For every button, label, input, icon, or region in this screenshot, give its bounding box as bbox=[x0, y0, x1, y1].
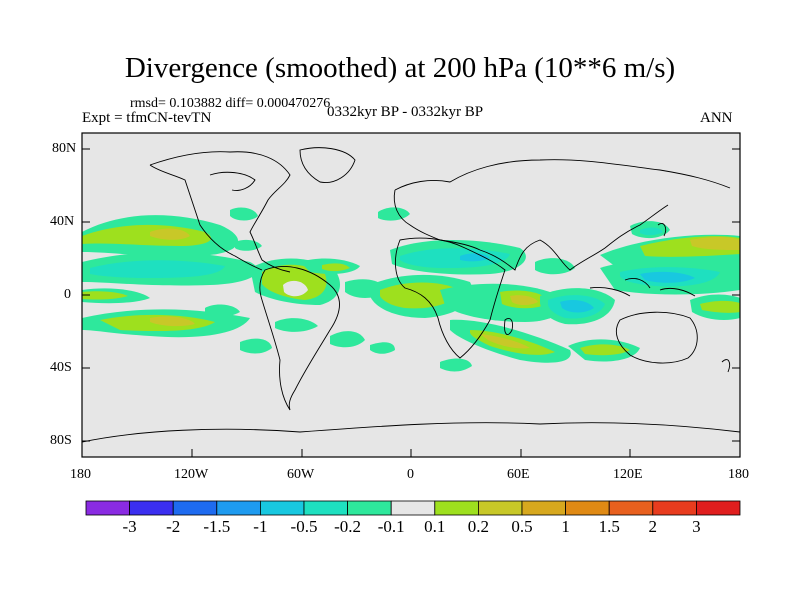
coastlines bbox=[82, 147, 740, 443]
colorbar-swatch bbox=[303, 500, 348, 516]
colorbar-swatch bbox=[390, 500, 436, 516]
colorbar-swatch bbox=[85, 500, 130, 516]
colorbar-label: -1.5 bbox=[203, 517, 231, 536]
lon-label-120w: 120W bbox=[174, 467, 209, 482]
colorbar-swatch bbox=[259, 500, 305, 516]
colorbar-swatch bbox=[608, 500, 654, 516]
colorbar-label: 3 bbox=[692, 517, 701, 536]
lon-label-180e: 180 bbox=[728, 467, 749, 482]
colorbar-swatch bbox=[477, 500, 523, 516]
lat-label-40n: 40N bbox=[50, 214, 75, 229]
colorbar-label: -1 bbox=[253, 517, 268, 536]
colorbar-label: 0.5 bbox=[511, 517, 533, 536]
colorbar-label: 1 bbox=[561, 517, 570, 536]
colorbar-swatch bbox=[434, 500, 479, 516]
colorbar-label: 0.2 bbox=[467, 517, 490, 536]
lon-label-120e: 120E bbox=[613, 467, 643, 482]
colorbar-label: -0.5 bbox=[290, 517, 318, 536]
lon-label-180w: 180 bbox=[70, 467, 91, 482]
lon-label-0: 0 bbox=[407, 467, 414, 482]
stats-text: rmsd= 0.103882 diff= 0.000470276 bbox=[130, 96, 331, 111]
colorbar-swatch bbox=[172, 500, 218, 516]
colorbar-label: 1.5 bbox=[598, 517, 620, 536]
colorbar-label: -0.1 bbox=[377, 517, 405, 536]
experiment-label: Expt = tfmCN-tevTN bbox=[82, 110, 212, 126]
axis-ticks bbox=[81, 148, 741, 457]
lon-label-60w: 60W bbox=[287, 467, 315, 482]
colorbar-label: 0.1 bbox=[424, 517, 446, 536]
lat-label-40s: 40S bbox=[50, 360, 72, 375]
colorbar-swatch bbox=[696, 500, 741, 516]
season-label: ANN bbox=[700, 110, 733, 126]
period-label: 0332kyr BP - 0332kyr BP bbox=[326, 104, 484, 120]
lat-label-0: 0 bbox=[64, 287, 71, 302]
colorbar-swatch bbox=[565, 500, 610, 516]
colorbar-label: -0.2 bbox=[334, 517, 362, 536]
lat-label-80n: 80N bbox=[52, 141, 77, 156]
colorbar-swatch bbox=[521, 500, 566, 516]
colorbar-swatch bbox=[216, 500, 261, 516]
lon-label-60e: 60E bbox=[507, 467, 530, 482]
colorbar-label: 2 bbox=[648, 517, 658, 536]
colorbar-swatch bbox=[652, 500, 697, 516]
colorbar-label: -3 bbox=[122, 517, 137, 536]
divergence-field bbox=[82, 207, 740, 372]
colorbar-label: -2 bbox=[166, 517, 181, 536]
map-title: Divergence (smoothed) at 200 hPa (10**6 … bbox=[124, 52, 676, 84]
colorbar-swatch bbox=[129, 500, 174, 516]
colorbar-swatch bbox=[347, 500, 392, 516]
lat-label-80s: 80S bbox=[50, 433, 72, 448]
